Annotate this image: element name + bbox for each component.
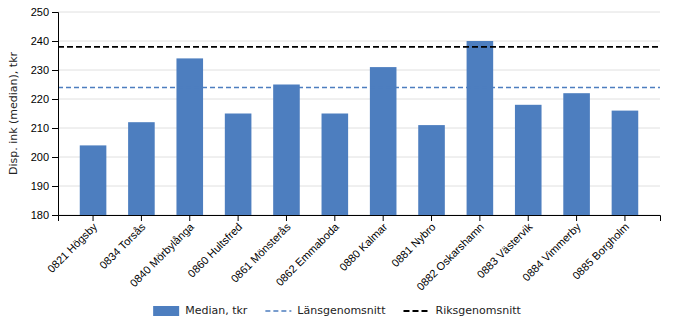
y-tick-mark [52, 99, 58, 100]
legend-label: Riksgenomsnitt [435, 304, 521, 317]
x-tick: 0834 Torsås [97, 215, 148, 271]
y-tick-label: 200 [31, 151, 49, 163]
y-tick: 210 [31, 122, 58, 134]
y-tick-mark [52, 215, 58, 216]
y-tick: 240 [31, 35, 58, 47]
y-tick: 230 [31, 64, 58, 76]
bar [418, 125, 445, 215]
grid-line [58, 12, 660, 13]
y-tick-label: 250 [31, 6, 49, 18]
y-axis-title: Disp. ink (median), tkr [7, 51, 20, 175]
y-tick-mark [52, 128, 58, 129]
bar [322, 114, 349, 216]
bar [225, 114, 252, 216]
y-tick-label: 230 [31, 64, 49, 76]
x-tick: 0840 Mörbylånga [127, 215, 196, 289]
x-tick-label: 0882 Oskarshamn [414, 221, 486, 293]
x-tick-mark [528, 215, 529, 221]
marks [58, 41, 660, 215]
y-tick-mark [52, 186, 58, 187]
x-tick: 0885 Borgholm [570, 215, 631, 282]
bar-series [80, 41, 638, 215]
bar [563, 93, 590, 215]
chart: 180 190 200 210 220 230 240 250 0821 Högsby0834 … [0, 0, 674, 323]
x-tick-mark [576, 215, 577, 221]
legend-label: Länsgenomsnitt [297, 304, 386, 317]
x-tick-label: 0821 Högsby [45, 220, 100, 275]
x-tick: 0882 Oskarshamn [414, 215, 486, 293]
legend-swatch [153, 306, 179, 316]
x-tick: 0881 Nybro [389, 215, 438, 269]
bar [612, 111, 639, 215]
x-tick-label: 0880 Kalmar [337, 220, 390, 273]
grid-line [58, 70, 660, 71]
x-tick-label: 0881 Nybro [389, 221, 438, 270]
y-tick-mark [52, 12, 58, 13]
x-tick-mark [624, 215, 625, 221]
y-tick-mark [52, 70, 58, 71]
bar [515, 105, 542, 215]
x-tick: 0880 Kalmar [337, 215, 390, 273]
y-tick: 200 [31, 151, 58, 163]
x-axis-line [59, 216, 661, 222]
reference-line [58, 87, 660, 89]
bar [80, 145, 107, 215]
x-tick-mark [238, 215, 239, 221]
x-tick: 0821 Högsby [45, 215, 100, 275]
plot: 180 190 200 210 220 230 240 250 0821 Högsby0834 … [31, 6, 661, 323]
x-tick-mark [479, 215, 480, 221]
legend-swatch [265, 310, 291, 312]
bar [273, 85, 300, 216]
x-tick-mark [93, 215, 94, 221]
y-tick: 250 [31, 6, 58, 18]
y-tick-label: 220 [31, 93, 49, 105]
x-tick-mark [334, 215, 335, 221]
bar [467, 41, 494, 215]
y-tick-label: 180 [31, 209, 49, 221]
reference-line [58, 46, 660, 48]
y-tick-label: 190 [31, 180, 49, 192]
x-tick-label: 0862 Emmaboda [273, 220, 341, 288]
x-tick-mark [286, 215, 287, 221]
x-tick-mark [383, 215, 384, 221]
legend-swatch [403, 310, 429, 312]
y-tick: 190 [31, 180, 58, 192]
y-tick-mark [52, 41, 58, 42]
grid-line [58, 41, 660, 42]
x-axis: 0821 Högsby0834 Torsås0840 Mörbylånga 086… [45, 215, 661, 293]
legend-item: Länsgenomsnitt [265, 304, 386, 317]
legend-item: Median, tkr [153, 304, 248, 317]
y-tick-mark [52, 157, 58, 158]
y-tick-label: 210 [31, 122, 49, 134]
bar [176, 58, 203, 215]
legend-item: Riksgenomsnitt [403, 304, 521, 317]
x-tick-mark [189, 215, 190, 221]
y-axis-line [52, 13, 59, 216]
y-tick-label: 240 [31, 35, 49, 47]
legend: Median, tkr Länsgenomsnitt Riksgenomsnitt [153, 304, 521, 317]
x-tick-label: 0885 Borgholm [570, 221, 631, 282]
x-tick: 0862 Emmaboda [273, 215, 341, 288]
x-tick-label: 0834 Torsås [97, 220, 148, 271]
x-tick-label: 0840 Mörbylånga [127, 220, 196, 289]
x-tick-mark [431, 215, 432, 221]
bar [128, 122, 155, 215]
y-tick: 220 [31, 93, 58, 105]
bar [370, 67, 397, 215]
x-tick-mark [141, 215, 142, 221]
legend-label: Median, tkr [185, 304, 248, 317]
y-tick: 180 [31, 209, 58, 221]
y-axis: 180 190 200 210 220 230 240 250 [31, 6, 59, 221]
